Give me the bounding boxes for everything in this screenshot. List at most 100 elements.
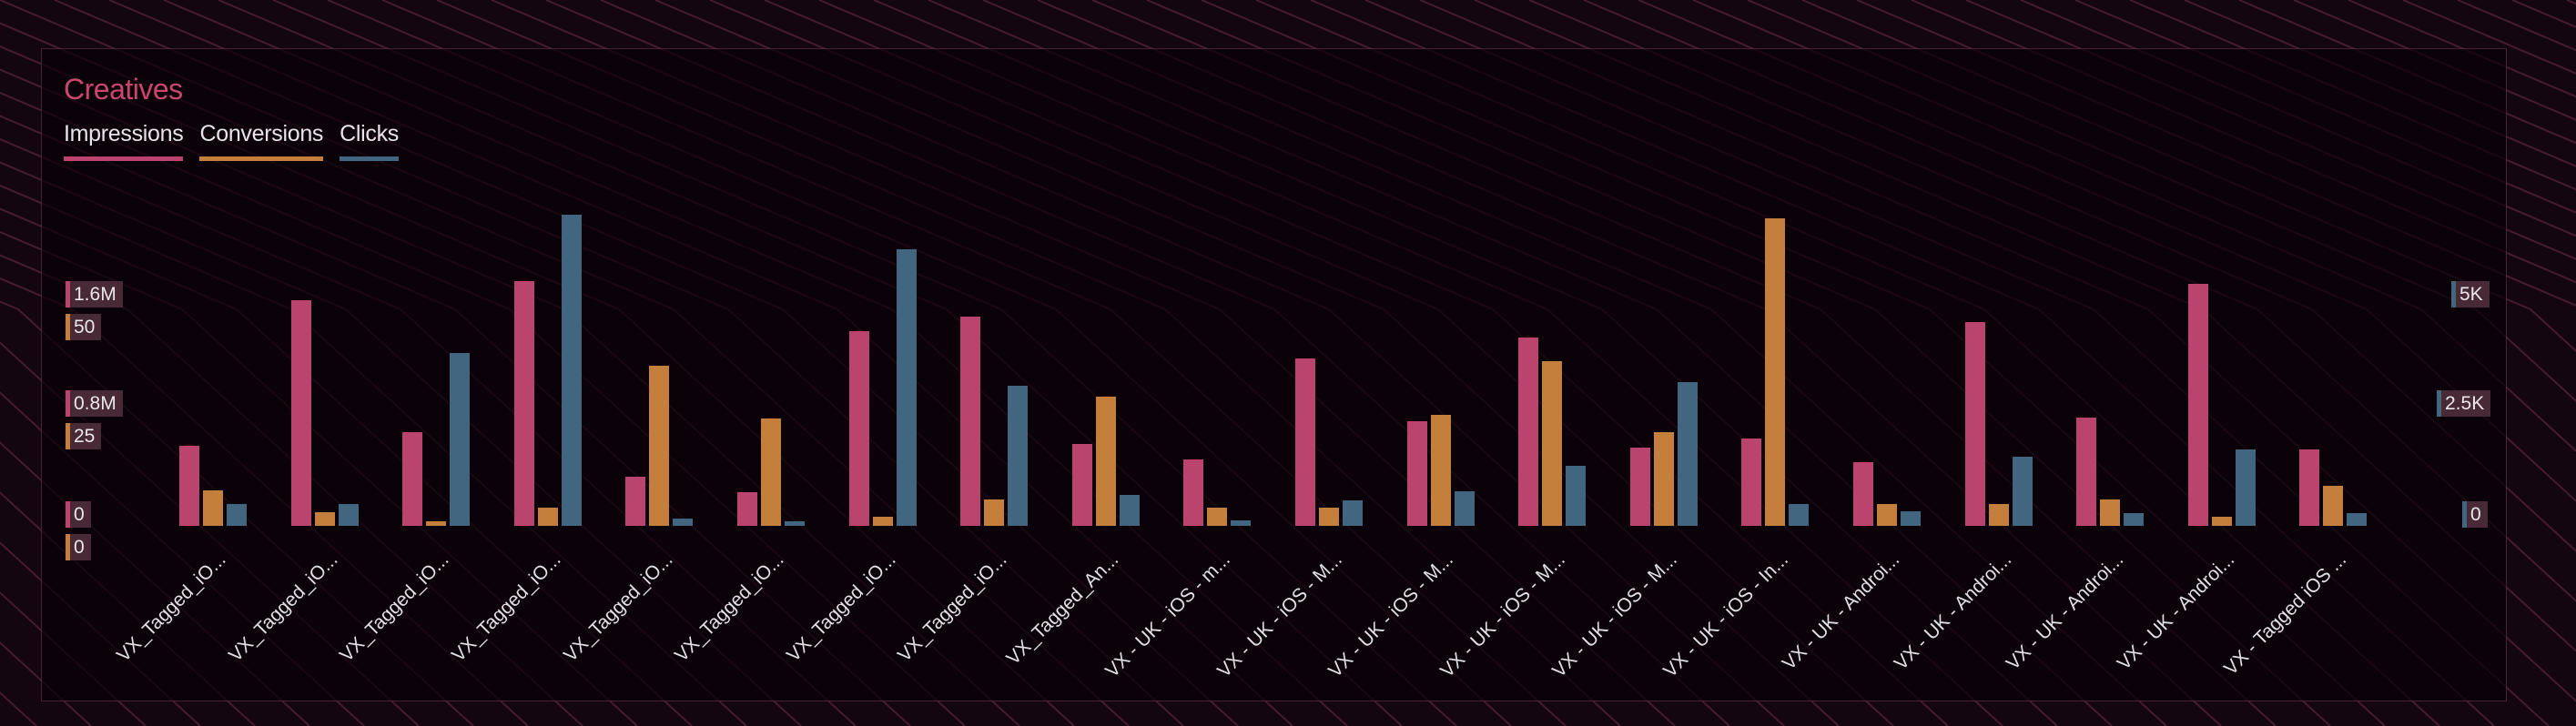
bar-clicks[interactable] bbox=[1566, 465, 1587, 526]
bar-impressions[interactable] bbox=[1964, 322, 1985, 526]
bar-clicks[interactable] bbox=[1231, 520, 1252, 526]
y-tick-impressions: 0 bbox=[66, 501, 91, 528]
x-axis-label: VX_Tagged_iO... bbox=[559, 549, 677, 667]
bar-conversions[interactable] bbox=[1653, 432, 1674, 526]
bar-impressions[interactable] bbox=[1518, 338, 1539, 526]
bar-clicks[interactable] bbox=[561, 214, 582, 526]
bar-conversions[interactable] bbox=[537, 508, 558, 526]
x-axis-label: VX - UK - Androi... bbox=[1779, 549, 1904, 675]
y-tick-conversions: 25 bbox=[66, 423, 102, 449]
bar-conversions[interactable] bbox=[649, 365, 670, 526]
bar-conversions[interactable] bbox=[1542, 360, 1563, 526]
bar-conversions[interactable] bbox=[2100, 499, 2121, 526]
bar-impressions[interactable] bbox=[625, 477, 646, 526]
bar-impressions[interactable] bbox=[1629, 448, 1650, 526]
bar-conversions[interactable] bbox=[984, 499, 1005, 526]
bar-conversions[interactable] bbox=[872, 517, 893, 526]
bar-clicks[interactable] bbox=[2124, 512, 2145, 526]
x-axis-label: VX - Tagged iOS ... bbox=[2220, 549, 2351, 680]
x-axis-label: VX - UK - Androi... bbox=[1890, 549, 2016, 675]
y-tick-conversions: 50 bbox=[66, 314, 102, 340]
bar-conversions[interactable] bbox=[1765, 217, 1786, 526]
bar-clicks[interactable] bbox=[1119, 495, 1140, 526]
bar-clicks[interactable] bbox=[2347, 512, 2368, 526]
chart-title: Creatives bbox=[64, 73, 183, 106]
legend-item-impressions[interactable]: Impressions bbox=[64, 120, 184, 161]
x-axis-label: VX - UK - iOS - M... bbox=[1547, 549, 1681, 682]
x-axis-label: VX - UK - iOS - M... bbox=[1212, 549, 1346, 682]
bar-conversions[interactable] bbox=[2211, 517, 2232, 526]
bar-clicks[interactable] bbox=[785, 521, 805, 526]
bar-clicks[interactable] bbox=[338, 503, 359, 526]
bar-impressions[interactable] bbox=[1406, 421, 1427, 526]
x-axis-label: VX_Tagged_iO... bbox=[224, 549, 342, 667]
bar-conversions[interactable] bbox=[1207, 508, 1228, 526]
legend: Impressions Conversions Clicks bbox=[64, 120, 399, 161]
legend-item-clicks[interactable]: Clicks bbox=[340, 120, 399, 161]
bar-conversions[interactable] bbox=[1319, 508, 1339, 526]
bar-impressions[interactable] bbox=[848, 330, 869, 526]
x-axis-label: VX - UK - Androi... bbox=[2114, 549, 2239, 675]
bar-conversions[interactable] bbox=[761, 418, 781, 526]
x-axis-label: VX_Tagged_iO... bbox=[894, 549, 1011, 667]
bar-conversions[interactable] bbox=[1095, 396, 1116, 526]
bar-conversions[interactable] bbox=[426, 521, 447, 526]
y-tick-impressions: 1.6M bbox=[66, 281, 123, 308]
x-axis-label: VX - UK - Androi... bbox=[2002, 549, 2127, 675]
x-axis-label: VX_Tagged_iO... bbox=[671, 549, 788, 667]
bar-clicks[interactable] bbox=[1677, 382, 1698, 526]
bar-conversions[interactable] bbox=[314, 512, 335, 526]
legend-label: Impressions bbox=[64, 121, 184, 146]
bar-clicks[interactable] bbox=[227, 503, 247, 526]
y-tick-conversions: 0 bbox=[66, 534, 91, 560]
bar-clicks[interactable] bbox=[2012, 457, 2033, 526]
bar-impressions[interactable] bbox=[1741, 438, 1762, 526]
legend-swatch bbox=[64, 156, 184, 161]
bar-clicks[interactable] bbox=[896, 249, 917, 526]
bar-conversions[interactable] bbox=[1430, 414, 1451, 526]
bar-impressions[interactable] bbox=[960, 317, 981, 526]
x-axis-label: VX - UK - iOS - M... bbox=[1436, 549, 1569, 682]
legend-item-conversions[interactable]: Conversions bbox=[199, 120, 323, 161]
y-tick-impressions: 0.8M bbox=[66, 390, 123, 417]
bar-impressions[interactable] bbox=[2076, 417, 2097, 526]
legend-label: Conversions bbox=[199, 121, 324, 146]
y-tick-clicks: 5K bbox=[2451, 281, 2490, 308]
x-axis-label: VX_Tagged_iO... bbox=[336, 549, 453, 667]
y-tick-clicks: 2.5K bbox=[2437, 390, 2491, 417]
bar-conversions[interactable] bbox=[203, 489, 223, 526]
bar-clicks[interactable] bbox=[1343, 500, 1363, 526]
legend-swatch bbox=[340, 156, 399, 161]
bar-clicks[interactable] bbox=[2235, 449, 2256, 526]
bar-conversions[interactable] bbox=[1877, 503, 1897, 526]
x-axis-label: VX_Tagged_iO... bbox=[448, 549, 565, 667]
legend-label: Clicks bbox=[340, 121, 399, 146]
x-axis-label: VX - UK - iOS - In... bbox=[1659, 549, 1793, 682]
bar-clicks[interactable] bbox=[673, 519, 694, 526]
legend-swatch bbox=[199, 156, 324, 161]
bar-impressions[interactable] bbox=[290, 299, 311, 526]
bar-clicks[interactable] bbox=[450, 352, 471, 526]
bar-clicks[interactable] bbox=[1008, 386, 1029, 526]
bar-impressions[interactable] bbox=[1183, 459, 1204, 526]
bar-clicks[interactable] bbox=[1454, 490, 1475, 526]
bar-conversions[interactable] bbox=[2323, 485, 2344, 526]
bar-conversions[interactable] bbox=[1988, 503, 2009, 526]
x-axis-label: VX_Tagged_iO... bbox=[782, 549, 900, 667]
bar-impressions[interactable] bbox=[1295, 358, 1315, 526]
bar-impressions[interactable] bbox=[1853, 461, 1873, 526]
bar-impressions[interactable] bbox=[1071, 443, 1092, 526]
bar-clicks[interactable] bbox=[1901, 510, 1921, 526]
bar-impressions[interactable] bbox=[179, 445, 199, 526]
x-axis-label: VX - UK - iOS - m... bbox=[1101, 549, 1235, 682]
bar-impressions[interactable] bbox=[2299, 449, 2320, 526]
bar-impressions[interactable] bbox=[737, 492, 757, 526]
bar-clicks[interactable] bbox=[1789, 503, 1810, 526]
y-tick-clicks: 0 bbox=[2462, 501, 2488, 528]
bar-impressions[interactable] bbox=[402, 432, 423, 526]
x-axis-label: VX_Tagged_An... bbox=[1002, 549, 1123, 670]
bar-impressions[interactable] bbox=[2187, 283, 2208, 526]
bar-impressions[interactable] bbox=[513, 280, 534, 526]
x-axis-label: VX - UK - iOS - M... bbox=[1324, 549, 1458, 682]
